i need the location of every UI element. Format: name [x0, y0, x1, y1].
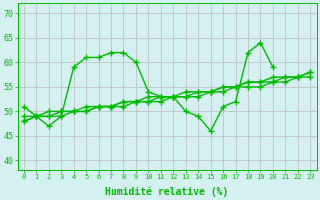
X-axis label: Humidité relative (%): Humidité relative (%): [105, 186, 229, 197]
